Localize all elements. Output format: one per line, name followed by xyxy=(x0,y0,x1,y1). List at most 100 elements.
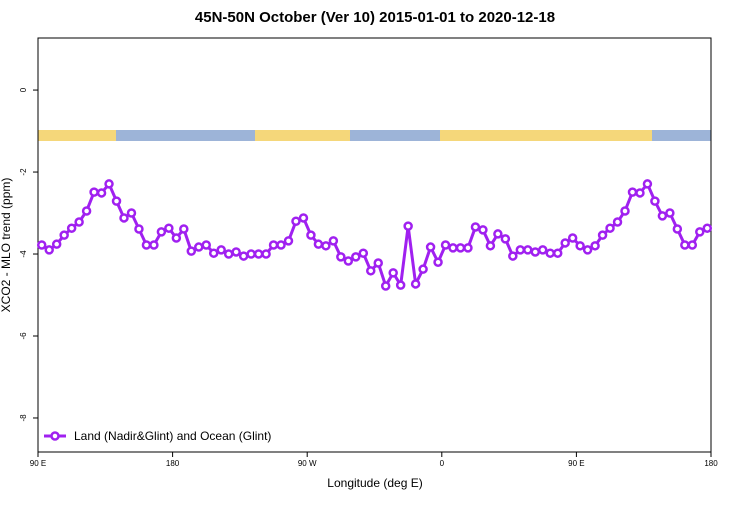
point xyxy=(695,227,705,237)
point xyxy=(560,238,570,248)
plot-frame xyxy=(37,37,712,453)
point xyxy=(508,251,518,261)
land-band xyxy=(38,130,116,141)
point xyxy=(74,217,84,227)
point xyxy=(358,248,369,258)
point xyxy=(597,230,608,240)
point xyxy=(261,249,271,259)
point xyxy=(134,224,144,234)
point xyxy=(567,233,578,243)
legend-marker xyxy=(50,431,60,441)
point xyxy=(545,248,555,258)
point xyxy=(425,242,436,252)
point xyxy=(552,248,563,258)
point xyxy=(650,196,660,206)
point xyxy=(366,266,376,276)
point xyxy=(141,240,152,250)
point xyxy=(620,206,630,216)
point xyxy=(627,187,638,197)
point xyxy=(313,239,324,249)
point xyxy=(702,223,713,233)
point xyxy=(687,240,698,250)
ocean-band xyxy=(38,130,711,141)
point xyxy=(208,248,219,258)
point xyxy=(231,247,241,257)
point xyxy=(433,257,443,267)
point xyxy=(470,222,481,232)
point xyxy=(642,179,653,189)
point xyxy=(156,227,167,237)
point xyxy=(238,251,249,261)
y-tick-label: -8 xyxy=(19,414,28,422)
land-band xyxy=(440,130,652,141)
point xyxy=(672,224,683,234)
point xyxy=(523,245,533,255)
point xyxy=(119,213,129,223)
point xyxy=(246,249,256,259)
point xyxy=(418,264,428,274)
point xyxy=(343,256,354,266)
point xyxy=(253,249,264,259)
point xyxy=(590,241,600,251)
point xyxy=(179,224,189,234)
point xyxy=(538,245,548,255)
point xyxy=(336,252,346,262)
point xyxy=(605,223,615,233)
point xyxy=(96,188,107,198)
y-tick-label: -6 xyxy=(19,332,28,340)
point xyxy=(351,252,361,262)
point xyxy=(36,240,47,250)
x-tick-label: 90 E xyxy=(568,459,584,468)
point xyxy=(291,216,301,226)
point xyxy=(657,211,668,221)
x-tick-label: 90 W xyxy=(298,459,317,468)
point xyxy=(575,241,585,251)
point xyxy=(51,239,62,249)
point xyxy=(328,236,339,246)
point xyxy=(194,242,204,252)
x-axis-label: Longitude (deg E) xyxy=(327,476,422,490)
point xyxy=(485,241,496,251)
point xyxy=(276,240,286,250)
point xyxy=(440,240,451,250)
y-tick-label: 0 xyxy=(19,87,28,92)
x-tick-label: 90 E xyxy=(30,459,46,468)
point xyxy=(186,246,197,256)
x-tick-label: 180 xyxy=(704,459,718,468)
point xyxy=(171,233,182,243)
point xyxy=(104,179,114,189)
point xyxy=(298,213,309,223)
x-tick-label: 0 xyxy=(440,459,445,468)
map-strip xyxy=(38,130,711,141)
y-tick-label: -4 xyxy=(19,250,28,258)
point xyxy=(66,223,77,233)
y-axis-label: XCO2 - MLO trend (ppm) xyxy=(0,178,13,313)
point xyxy=(448,243,458,253)
point xyxy=(89,187,99,197)
point xyxy=(612,217,623,227)
point xyxy=(680,240,690,250)
point xyxy=(455,243,466,253)
point xyxy=(306,230,316,240)
point xyxy=(478,225,488,235)
point xyxy=(388,268,398,278)
point xyxy=(223,249,234,259)
point xyxy=(493,229,503,239)
point xyxy=(410,279,421,289)
point xyxy=(216,245,226,255)
point xyxy=(44,245,54,255)
point xyxy=(530,247,541,257)
point xyxy=(665,208,675,218)
point xyxy=(164,223,174,233)
point xyxy=(463,243,473,253)
point xyxy=(373,258,383,268)
legend-label: Land (Nadir&Glint) and Ocean (Glint) xyxy=(74,429,271,443)
point xyxy=(635,188,645,198)
point xyxy=(283,236,294,246)
point xyxy=(403,221,413,231)
point xyxy=(582,245,593,255)
point xyxy=(268,240,279,250)
point xyxy=(59,230,69,240)
